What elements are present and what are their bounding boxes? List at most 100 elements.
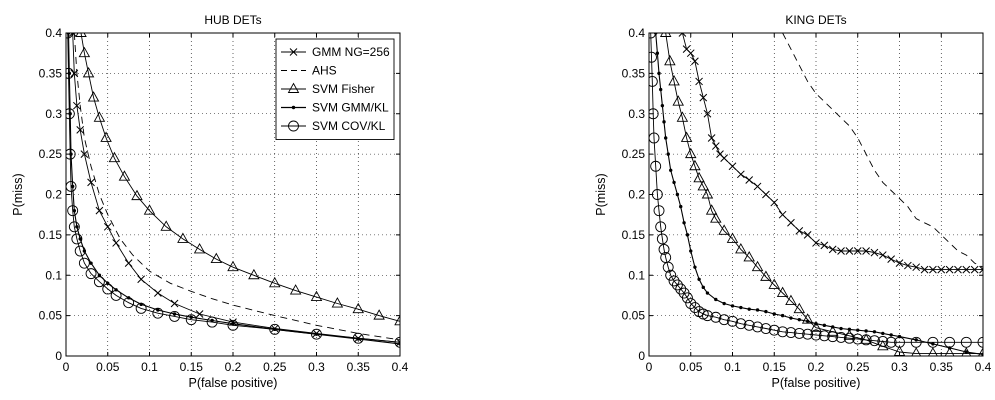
x-tick-label: 0.4 (975, 360, 992, 374)
data-point (802, 328, 814, 340)
data-point (805, 319, 810, 323)
data-point (78, 257, 90, 269)
data-point (680, 131, 693, 142)
data-point (66, 108, 75, 120)
data-point (931, 342, 935, 346)
data-point (843, 329, 856, 340)
legend-marker (287, 82, 300, 93)
data-point (722, 301, 726, 306)
data-point (770, 198, 779, 207)
data-point (718, 224, 730, 235)
series-none-2 (782, 33, 983, 268)
data-point (659, 33, 672, 37)
data-point (311, 328, 322, 340)
data-point (80, 150, 89, 158)
data-point (352, 332, 364, 344)
x-tick-label: 0.4 (392, 360, 409, 374)
chart-title: HUB DETs (204, 13, 261, 27)
data-point (778, 210, 787, 219)
data-point (693, 171, 705, 183)
y-tick-label: 0.15 (39, 228, 63, 242)
data-point (837, 247, 845, 255)
data-point (845, 247, 854, 255)
data-point (95, 206, 104, 215)
data-point (894, 336, 905, 348)
data-point (675, 283, 687, 295)
x-tick-label: 0.25 (263, 360, 287, 374)
data-point (751, 260, 764, 272)
data-point (735, 242, 747, 254)
data-point (728, 162, 737, 171)
data-point (76, 126, 85, 134)
data-point (156, 308, 160, 312)
data-point (373, 309, 385, 320)
data-point (703, 109, 712, 118)
data-point (697, 179, 710, 191)
data-point (944, 347, 955, 356)
data-point (231, 322, 235, 326)
data-point (662, 120, 666, 124)
x-tick-label: 0.05 (679, 360, 703, 374)
data-point (745, 176, 754, 184)
chart-panel-1: 0 0.05 0.1 0.15 0.2 0.25 0.3 0.35 0.4 0 0.05 0.1 0.1… (11, 13, 409, 390)
y-tick-label: 0 (55, 349, 62, 363)
data-point (71, 233, 83, 245)
chart-panel-2: 0 0.05 0.1 0.15 0.2 0.25 0.3 0.35 0.4 0 0.05 0.1 0.1… (594, 13, 992, 390)
data-point (124, 259, 133, 267)
data-point (743, 251, 755, 262)
data-point (193, 242, 206, 254)
data-point (131, 189, 143, 201)
x-tick-label: 0.35 (347, 360, 371, 374)
data-point (812, 239, 820, 247)
data-point (970, 265, 979, 274)
data-point (747, 307, 751, 311)
data-point (78, 237, 82, 241)
data-point (352, 302, 365, 314)
legend-label: SVM GMM/KL (312, 101, 389, 115)
x-tick-label: 0 (63, 360, 70, 374)
data-point (394, 336, 400, 348)
data-point (655, 221, 667, 233)
data-point (869, 335, 880, 347)
data-point (831, 325, 835, 329)
data-point (718, 314, 730, 326)
legend-item: SVM GMM/KL (281, 101, 389, 115)
data-point (820, 241, 829, 250)
data-point (736, 170, 745, 179)
data-point (895, 259, 904, 267)
series-line (80, 33, 400, 322)
data-point (814, 322, 818, 326)
data-point (112, 239, 120, 247)
data-point (701, 285, 705, 290)
data-point (691, 57, 699, 66)
data-point (668, 75, 680, 86)
data-point (665, 269, 677, 281)
data-point (878, 251, 887, 259)
data-point (123, 297, 135, 309)
y-tick-label: 0.4 (628, 26, 645, 40)
data-point (143, 204, 156, 215)
data-point (685, 298, 697, 309)
data-point (762, 190, 770, 199)
data-point (711, 142, 720, 150)
legend-marker (288, 120, 299, 132)
data-point (862, 247, 870, 255)
data-point (650, 160, 662, 172)
y-tick-label: 0 (638, 349, 645, 363)
data-point (776, 286, 789, 297)
legend-item: SVM COV/KL (281, 119, 386, 133)
data-point (396, 338, 400, 347)
data-point (937, 265, 946, 274)
data-point (675, 192, 680, 197)
series-circle-5 (66, 33, 400, 348)
y-tick-label: 0.05 (622, 309, 646, 323)
data-point (210, 252, 223, 264)
x-tick-label: 0.15 (180, 360, 204, 374)
data-point (664, 136, 668, 140)
x-axis-label: P(false positive) (189, 376, 278, 390)
data-point (78, 46, 91, 58)
data-point (68, 33, 77, 37)
legend-label: GMM NG=256 (312, 45, 390, 59)
data-point (793, 327, 805, 339)
data-point (885, 336, 897, 348)
